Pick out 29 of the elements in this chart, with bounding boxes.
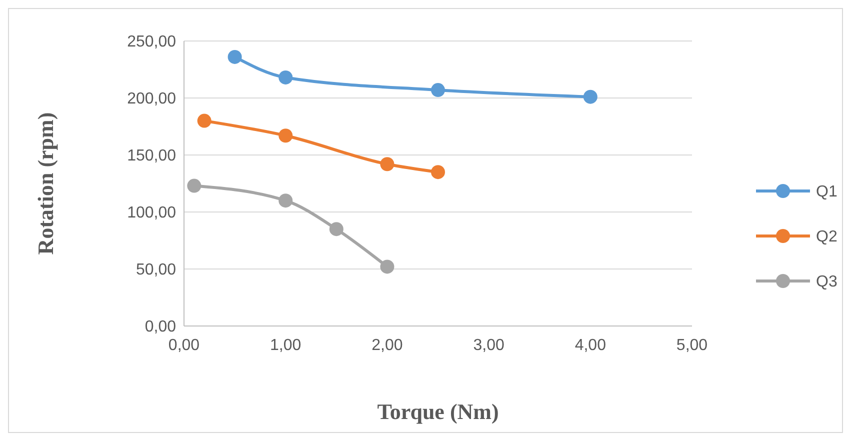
y-tick-label: 200,00 — [127, 90, 176, 108]
y-tick-label: 0,00 — [144, 318, 176, 336]
legend-label: Q1 — [816, 184, 838, 201]
legend-label: Q3 — [816, 274, 838, 291]
y-tick-label: 150,00 — [127, 148, 176, 165]
point — [228, 50, 242, 64]
point — [583, 90, 598, 104]
y-axis-title: Rotation (rpm) — [33, 112, 58, 255]
point — [431, 165, 445, 180]
y-tick-label: 50,00 — [136, 262, 176, 279]
point — [187, 178, 202, 193]
x-tick-label: 4,00 — [574, 337, 606, 354]
x-tick-label: 0,00 — [168, 337, 200, 354]
x-tick-label: 5,00 — [676, 337, 708, 354]
x-tick-label: 3,00 — [473, 337, 504, 354]
point — [278, 128, 293, 143]
point — [380, 260, 394, 274]
y-tick-label: 100,00 — [127, 204, 176, 222]
point — [329, 222, 344, 236]
point — [278, 70, 293, 84]
point — [431, 83, 445, 98]
point — [197, 114, 212, 128]
x-tick-label: 2,00 — [372, 337, 403, 354]
legend-label: Q2 — [816, 228, 838, 246]
y-tick-label: 250,00 — [127, 34, 176, 51]
point — [380, 157, 394, 172]
x-tick-label: 1,00 — [270, 337, 302, 354]
point — [278, 194, 293, 208]
x-axis-title: Torque (Nm) — [377, 399, 499, 424]
